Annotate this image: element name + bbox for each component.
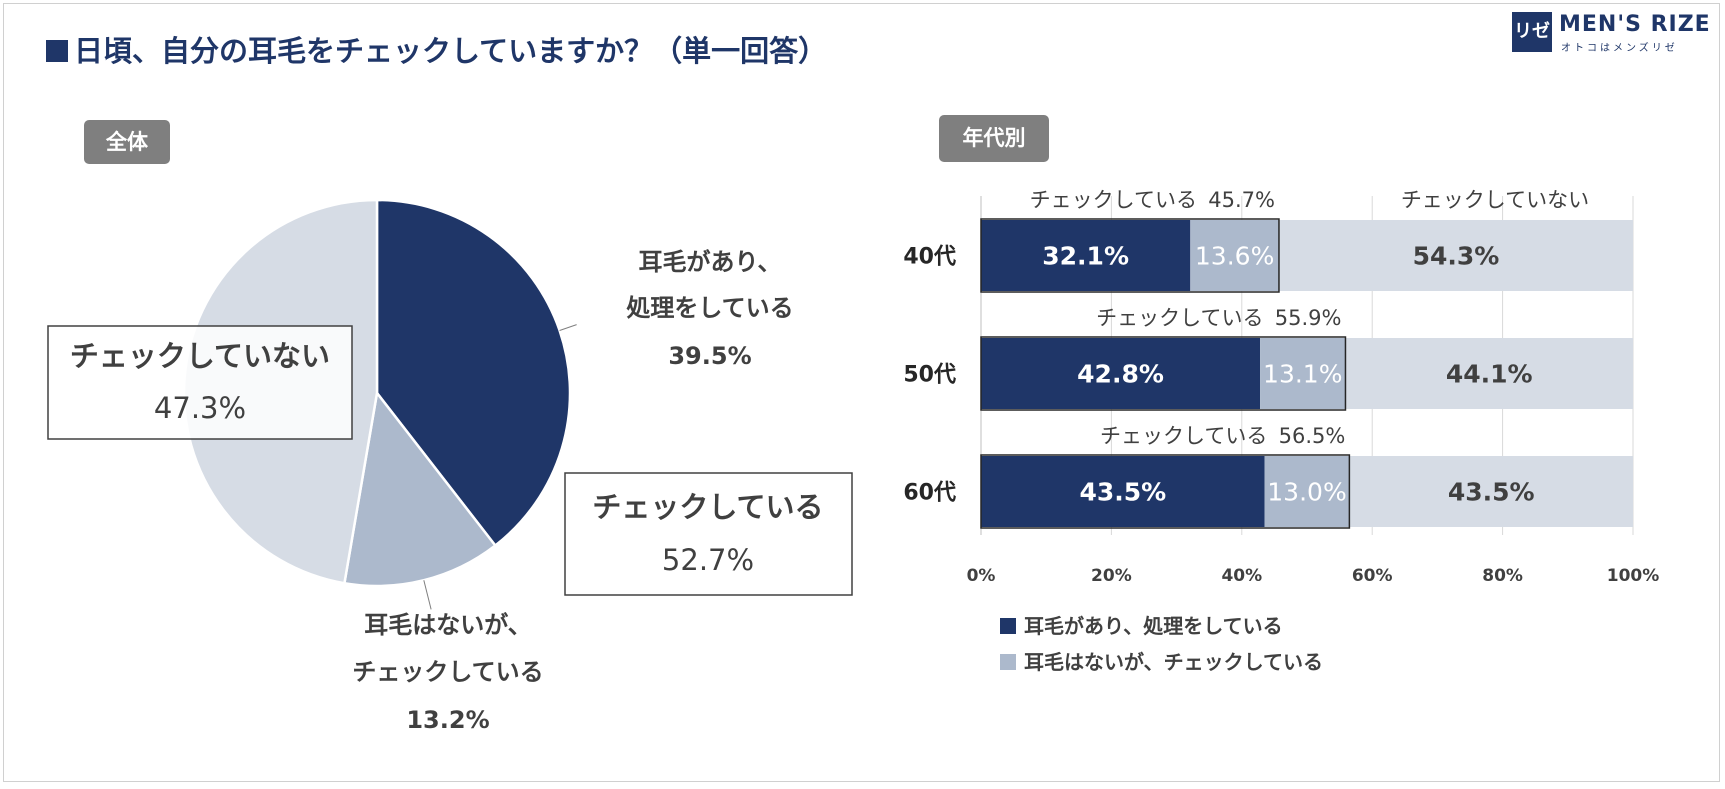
bar-segment [1345,338,1633,409]
bar-segment [981,456,1265,527]
checking-label: チェックしている [1030,188,1197,212]
checking-total: 45.7% [1208,188,1275,212]
slice-label-0-value: 39.5% [668,342,751,370]
bar-segment [981,338,1261,409]
category-label: 60代 [903,481,956,506]
x-tick-label: 40% [1221,566,1262,586]
chart-frame [3,3,1720,782]
slice-label-0-line1: 耳毛があり、 [638,248,781,276]
logo-subtitle: オトコはメンズリゼ [1561,43,1678,54]
logo-mark: リゼ [1512,12,1552,52]
x-tick-label: 0% [967,566,996,586]
not-checking-label: チェックしていない [70,339,330,373]
pie-chart: 耳毛があり、処理をしている39.5%耳毛はないが、チェックしている13.2%チェ… [47,198,853,734]
by-age-tag: 年代別 [939,115,1049,162]
x-tick-label: 60% [1352,566,1393,586]
checking-outline [980,218,1280,293]
not-checking-value: 47.3% [154,391,246,425]
logo-name: MEN'S RIZE [1559,12,1711,37]
checking-label: チェックしている [1100,424,1267,448]
bar-segment [1190,220,1279,291]
data-label: 43.5% [1448,478,1535,507]
page-title: 日頃、自分の耳毛をチェックしていますか？（単一回答） [46,28,827,70]
leader-line-1 [423,580,432,610]
legend-swatch-light [1000,654,1016,670]
checking-label: チェックしている [1096,306,1263,330]
x-tick-label: 100% [1607,566,1660,586]
pie-slice-1 [342,389,498,588]
brand-logo: リゼ MEN'S RIZE オトコはメンズリゼ [1512,12,1712,54]
title-square-icon [46,40,68,62]
slice-label-0-line2: 処理をしている [626,294,793,322]
checking-total: 56.5% [1279,424,1346,448]
x-tick-label: 20% [1091,566,1132,586]
overall-tag: 全体 [84,120,170,164]
data-label: 42.8% [1077,360,1164,389]
checking-value: 52.7% [662,543,754,577]
data-label: 44.1% [1446,360,1533,389]
title-text: 日頃、自分の耳毛をチェックしていますか？（単一回答） [74,34,828,68]
bar-segment [1349,456,1633,527]
not-checking-box [47,325,353,440]
slice-label-1-value: 13.2% [406,706,489,734]
checking-outline [980,454,1351,529]
bar-segment [1264,456,1350,527]
checking-label: チェックしている [592,490,823,524]
bar-legend: 耳毛があり、処理をしている 耳毛はないが、チェックしている [1000,610,1323,682]
data-label: 43.5% [1079,478,1166,507]
data-label: 32.1% [1042,242,1129,271]
slice-label-1-line1: 耳毛はないが、 [364,611,532,639]
slice-label-1-line2: チェックしている [352,658,543,686]
legend-item: 耳毛はないが、チェックしている [1000,646,1323,682]
data-label: 13.0% [1267,478,1346,507]
checking-outline [980,336,1347,411]
category-label: 40代 [903,245,956,270]
bar-segment [981,220,1191,291]
category-label: 50代 [903,363,956,388]
not-checking-label: チェックしていない [1401,188,1589,212]
stacked-bar-chart: 0% 20% 40% 60% 80% 100% 40代 32.1% 13.6% 54.3% 45.7… [903,188,1660,586]
legend-item: 耳毛があり、処理をしている [1000,610,1323,646]
bar-segment [1278,220,1633,291]
leader-line-0 [559,324,577,331]
checking-total: 55.9% [1275,306,1342,330]
data-label: 13.1% [1263,360,1342,389]
checking-box [564,472,853,596]
bar-segment [1260,338,1346,409]
legend-label: 耳毛があり、処理をしている [1024,614,1283,638]
data-label: 13.6% [1195,242,1274,271]
legend-swatch-navy [1000,618,1016,634]
data-label: 54.3% [1413,242,1500,271]
legend-label: 耳毛はないが、チェックしている [1024,650,1323,674]
x-tick-label: 80% [1482,566,1523,586]
